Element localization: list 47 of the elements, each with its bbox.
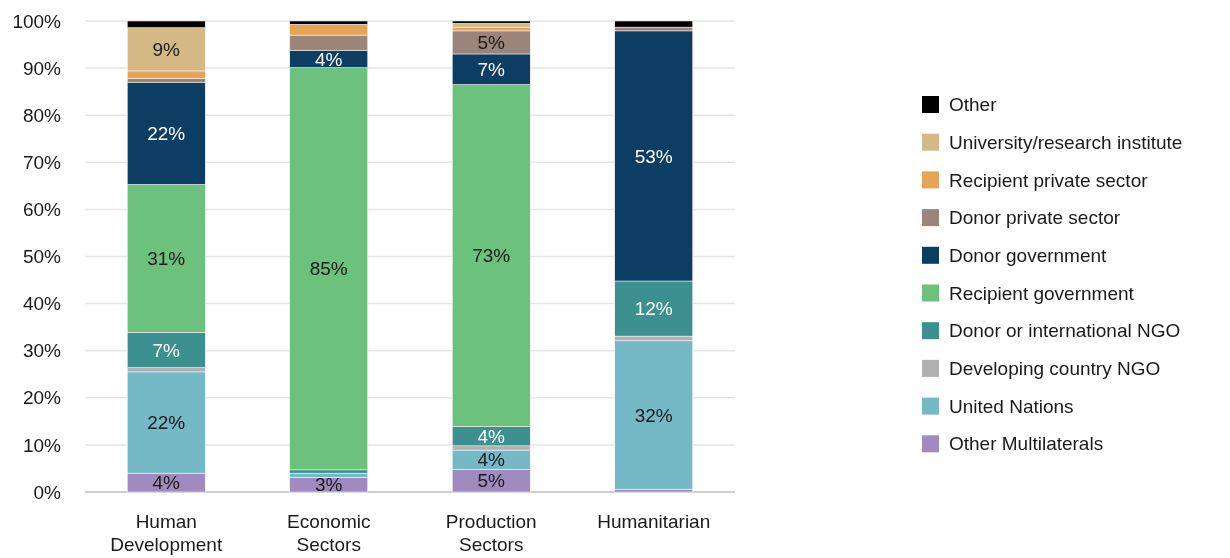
y-tick-label: 20% [22, 387, 62, 409]
x-tick-label: Human Development [110, 511, 223, 555]
y-tick-label: 60% [22, 199, 62, 221]
data-label: 73% [472, 245, 511, 267]
data-label: 5% [477, 32, 506, 54]
data-label: 4% [152, 472, 181, 494]
bar [452, 20, 531, 24]
legend-label: Donor or international NGO [949, 320, 1181, 342]
x-tick-label: Production Sectors [445, 511, 537, 555]
y-tick-label: 50% [22, 246, 62, 268]
x-tick-label: Economic Sectors [287, 511, 371, 555]
legend-label: Donor government [949, 244, 1108, 266]
data-label: 7% [152, 339, 181, 361]
data-label: 22% [147, 412, 186, 434]
data-label: 85% [309, 258, 348, 280]
bar [452, 23, 531, 28]
data-label: 12% [634, 298, 673, 320]
bar [614, 20, 693, 28]
legend-label: Donor private sector [949, 207, 1121, 229]
data-label: 4% [315, 48, 343, 70]
data-label: 7% [477, 58, 506, 80]
data-label: 9% [152, 38, 181, 60]
legend-label: Recipient private sector [949, 169, 1149, 191]
data-label: 4% [477, 425, 506, 447]
x-tick-label: Humanitarian [597, 511, 711, 532]
y-tick-label: 100% [12, 10, 62, 32]
y-tick-label: 70% [22, 151, 62, 173]
y-tick-label: 0% [33, 481, 62, 503]
legend-label: Other [949, 94, 998, 116]
legend-label: Recipient government [949, 282, 1135, 304]
data-label: 31% [147, 248, 186, 270]
data-label: 4% [477, 449, 506, 471]
data-label: 3% [315, 474, 343, 496]
bar [614, 340, 693, 490]
data-label: 53% [634, 145, 673, 167]
legend-label: Other Multilaterals [949, 433, 1104, 455]
legend-label: United Nations [949, 395, 1074, 417]
y-tick-label: 40% [22, 293, 62, 315]
data-label: 32% [634, 404, 673, 426]
y-tick-label: 10% [22, 434, 62, 456]
data-label: 22% [147, 123, 186, 145]
y-tick-label: 90% [22, 57, 62, 79]
legend-label: Developing country NGO [949, 358, 1161, 380]
y-tick-label: 80% [22, 104, 62, 126]
legend-label: University/research institute [949, 131, 1183, 153]
data-label: 5% [477, 470, 506, 492]
y-tick-label: 30% [22, 340, 62, 362]
